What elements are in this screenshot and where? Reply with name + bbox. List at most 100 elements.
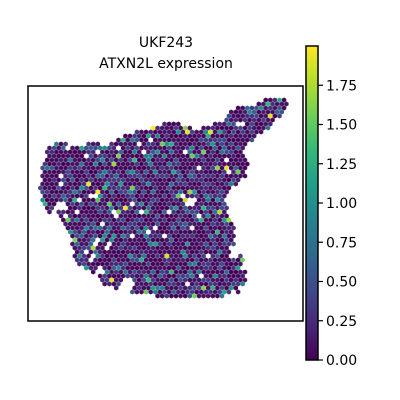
spot-marker [77, 181, 82, 187]
spot-marker [67, 213, 73, 219]
spot-marker [72, 149, 78, 155]
spot-marker [169, 261, 174, 267]
spot-marker [127, 269, 133, 275]
spot-marker [155, 229, 160, 235]
spot-marker [77, 165, 82, 171]
spot-marker [173, 237, 179, 243]
spot-marker [217, 289, 222, 295]
spot-marker [238, 109, 243, 115]
spot-marker [102, 201, 107, 207]
spot-marker [173, 173, 179, 179]
spot-marker [247, 117, 252, 123]
spot-marker [208, 201, 213, 207]
spot-marker [235, 265, 241, 271]
spot-marker [173, 229, 179, 235]
spot-marker [141, 237, 147, 243]
spot-marker [201, 181, 206, 187]
spot-marker [219, 181, 225, 187]
spot-marker [242, 109, 248, 115]
spot-marker [146, 189, 151, 195]
spot-marker [199, 233, 204, 239]
spot-marker [67, 157, 73, 163]
spot-marker [189, 217, 195, 223]
spot-marker [38, 185, 43, 191]
spot-marker [176, 121, 181, 127]
spot-marker [249, 129, 255, 135]
spot-marker [143, 137, 149, 143]
spot-marker [178, 157, 183, 163]
spot-marker [210, 221, 216, 227]
spot-marker [107, 177, 112, 183]
spot-marker [132, 269, 137, 275]
spot-marker [194, 289, 199, 295]
spot-marker [187, 269, 193, 275]
spot-marker [95, 189, 101, 195]
spot-marker [169, 165, 174, 171]
spot-marker [176, 185, 181, 191]
spot-marker [210, 213, 216, 219]
spot-marker [49, 205, 55, 211]
spot-marker [192, 141, 197, 147]
spot-marker [182, 221, 188, 227]
spot-marker [233, 125, 239, 131]
spot-marker [74, 193, 80, 199]
spot-marker [224, 213, 229, 219]
spot-marker [196, 221, 202, 227]
spot-marker [136, 197, 142, 203]
spot-marker [136, 237, 142, 243]
spot-marker [130, 161, 135, 167]
spot-marker [134, 281, 140, 287]
spot-marker [127, 197, 133, 203]
spot-marker [109, 141, 114, 147]
spot-marker [130, 137, 135, 143]
spot-marker [79, 217, 84, 223]
spot-marker [70, 201, 75, 207]
spot-marker [192, 245, 197, 251]
spot-marker [100, 253, 105, 259]
spot-marker [185, 225, 190, 231]
spot-marker [217, 265, 222, 271]
spot-marker [132, 149, 137, 155]
spot-marker [143, 145, 149, 151]
spot-marker [97, 153, 103, 159]
spot-marker [224, 173, 229, 179]
spot-marker [219, 253, 225, 259]
spot-marker [132, 189, 137, 195]
spot-marker [231, 169, 236, 175]
spot-marker [118, 149, 124, 155]
spot-marker [141, 269, 147, 275]
spot-marker [254, 105, 259, 111]
spot-marker [215, 229, 220, 235]
spot-marker [139, 153, 144, 159]
spot-marker [217, 233, 222, 239]
spot-marker [116, 185, 121, 191]
spot-marker [224, 277, 229, 283]
spot-marker [178, 285, 183, 291]
spot-marker [176, 129, 181, 135]
spot-marker [199, 129, 204, 135]
spot-marker [49, 197, 55, 203]
spot-marker [134, 233, 140, 239]
spot-marker [212, 177, 218, 183]
spot-marker [261, 109, 266, 115]
spot-marker [201, 157, 206, 163]
spot-marker [51, 161, 57, 167]
spot-marker [224, 205, 229, 211]
spot-marker [93, 233, 98, 239]
spot-marker [210, 125, 216, 131]
spot-marker [130, 273, 135, 279]
spot-marker [146, 157, 151, 163]
spot-marker [217, 177, 222, 183]
spot-marker [231, 257, 236, 263]
spot-marker [189, 193, 195, 199]
spot-marker [107, 209, 112, 215]
spot-marker [72, 237, 78, 243]
spot-marker [217, 201, 222, 207]
spot-marker [120, 137, 126, 143]
spot-marker [42, 185, 48, 191]
spot-marker [217, 145, 222, 151]
spot-marker [254, 129, 259, 135]
spot-marker [150, 173, 156, 179]
spot-marker [203, 193, 209, 199]
spot-marker [132, 197, 137, 203]
